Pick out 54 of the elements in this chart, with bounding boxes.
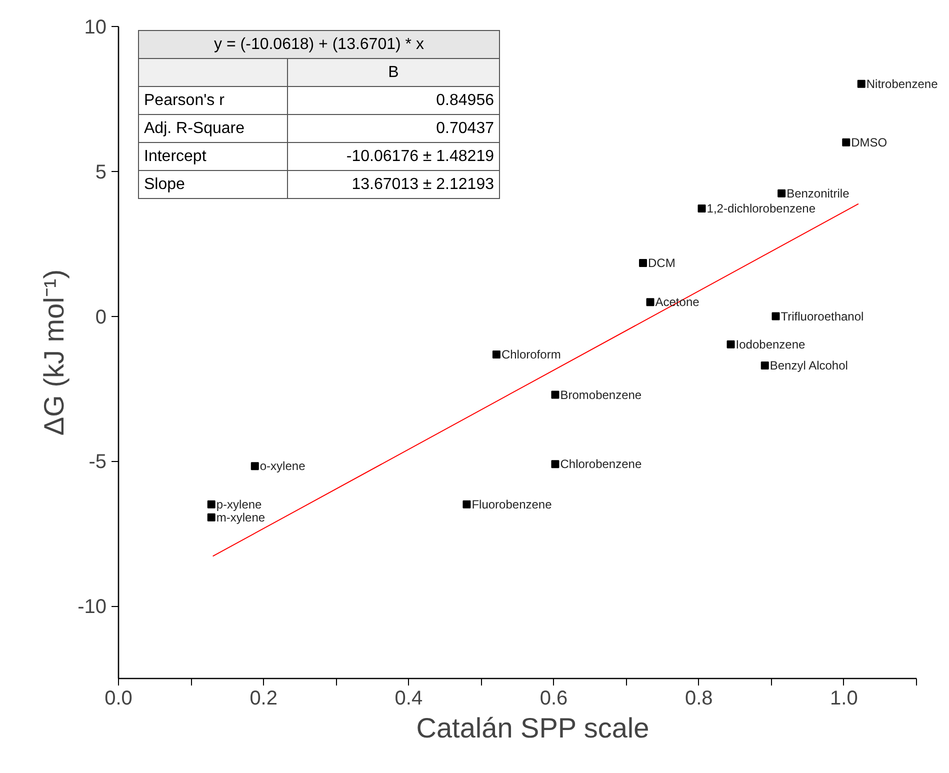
annotation: y = (-10.0618) + (13.6701) * x [138,30,500,58]
annotation: DMSO [851,135,888,150]
annotation: Chlorobenzene [560,457,642,472]
point [842,138,850,146]
y-tick-label: 5 [95,161,106,184]
y-tick-label: 0 [95,306,106,328]
annotation: Nitrobenzene [866,76,938,91]
point [698,204,706,212]
point [551,390,560,399]
point [207,513,216,522]
annotation: -10.06176 ± 1.48219 [288,142,500,170]
annotation: Benzyl Alcohol [770,358,848,373]
annotation: Intercept [138,142,288,170]
point [551,460,560,468]
annotation: Trifluoroethanol [780,309,864,324]
x-tick-label: 0.4 [394,688,423,710]
x-tick-label: 1.0 [830,688,858,710]
annotation: m-xylene [216,510,266,524]
annotation: 0.70437 [288,114,500,142]
annotation: DCM [648,256,676,270]
annotation: B [288,58,500,86]
point [646,298,654,306]
point [726,340,735,348]
x-tick-label: 0.8 [684,688,713,710]
point [639,258,648,267]
annotation: o-xylene [260,459,306,474]
annotation: Iodobenzene [736,337,806,352]
y-tick-label: -10 [78,596,106,618]
point [250,462,259,470]
point [772,312,780,320]
x-tick-label: 0.6 [540,688,568,710]
y-tick-label: -5 [88,451,107,474]
annotation: 1,2-dichlorobenzene [706,201,816,216]
point [857,80,866,88]
point [207,500,216,508]
annotation: Bromobenzene [560,388,642,402]
annotation: 13.67013 ± 2.12193 [288,170,500,198]
annotation: Chloroform [501,348,561,362]
annotation: 0.84956 [288,86,500,114]
x-tick-label: 0.0 [104,688,132,710]
annotation: Slope [138,170,288,198]
y-tick-label: 10 [84,16,107,38]
x-axis-title: Catalán SPP scale [416,712,650,744]
y-axis-title: ΔG (kJ mol⁻¹) [38,269,70,436]
annotation: p-xylene [216,497,262,512]
point [760,362,769,370]
point [462,500,471,508]
annotation: Adj. R-Square [138,114,288,142]
annotation: Pearson's r [138,86,288,114]
annotation: Fluorobenzene [472,497,552,512]
annotation: Benzonitrile [786,186,850,200]
x-tick-label: 0.2 [250,688,278,710]
point [778,189,786,198]
point [492,350,500,359]
